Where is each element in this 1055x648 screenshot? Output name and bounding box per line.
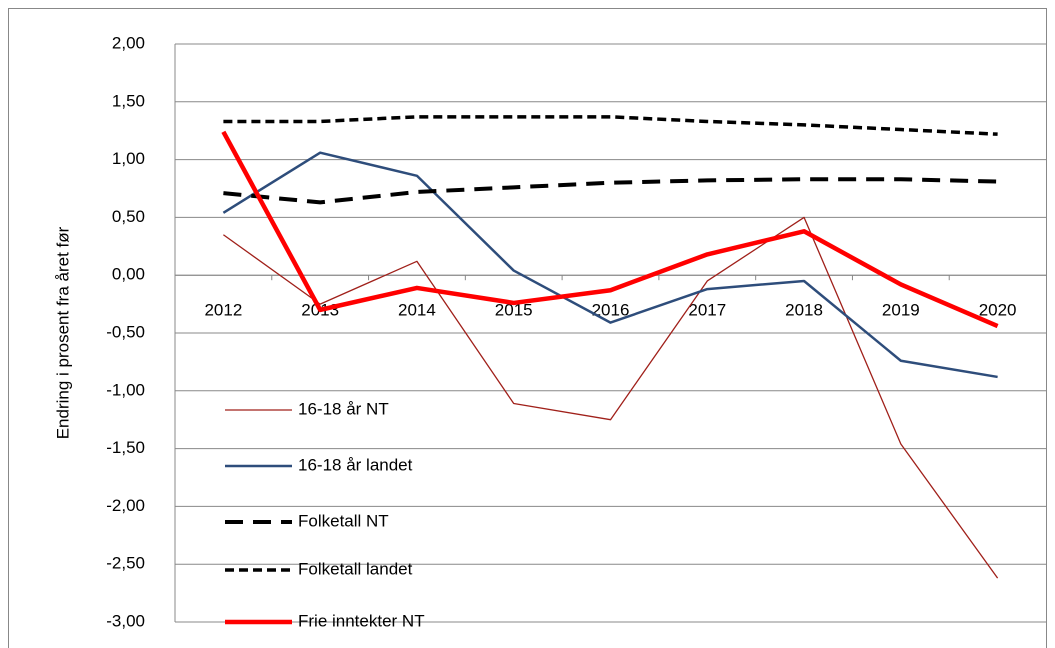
legend-label: Folketall landet <box>298 559 413 578</box>
y-tick-label: -2,50 <box>106 554 145 573</box>
chart-frame <box>8 8 1047 648</box>
y-tick-label: -1,50 <box>106 438 145 457</box>
x-tick-label: 2017 <box>688 301 726 320</box>
x-tick-label: 2015 <box>495 301 533 320</box>
x-tick-label: 2020 <box>979 301 1017 320</box>
y-tick-label: -0,50 <box>106 322 145 341</box>
series-line <box>223 177 998 205</box>
legend-label: 16-18 år landet <box>298 455 413 474</box>
y-tick-label: -3,00 <box>106 611 145 630</box>
series-line <box>223 115 998 136</box>
legend-label: 16-18 år NT <box>298 399 389 418</box>
y-tick-label: -2,00 <box>106 496 145 515</box>
y-tick-label: 1,00 <box>112 149 145 168</box>
x-tick-label: 2012 <box>204 301 242 320</box>
y-tick-label: 2,00 <box>112 33 145 52</box>
y-tick-label: -1,00 <box>106 380 145 399</box>
x-tick-label: 2016 <box>592 301 630 320</box>
y-tick-label: 0,00 <box>112 265 145 284</box>
x-tick-label: 2014 <box>398 301 436 320</box>
series-line <box>223 216 999 579</box>
y-tick-label: 0,50 <box>112 207 145 226</box>
series-line <box>221 130 999 329</box>
x-tick-label: 2018 <box>785 301 823 320</box>
legend-label: Frie inntekter NT <box>298 611 425 630</box>
y-axis-label: Endring i prosent fra året før <box>53 226 72 439</box>
y-tick-label: 1,50 <box>112 91 145 110</box>
x-tick-label: 2019 <box>882 301 920 320</box>
legend-label: Folketall NT <box>298 511 389 530</box>
series-line <box>222 151 998 379</box>
